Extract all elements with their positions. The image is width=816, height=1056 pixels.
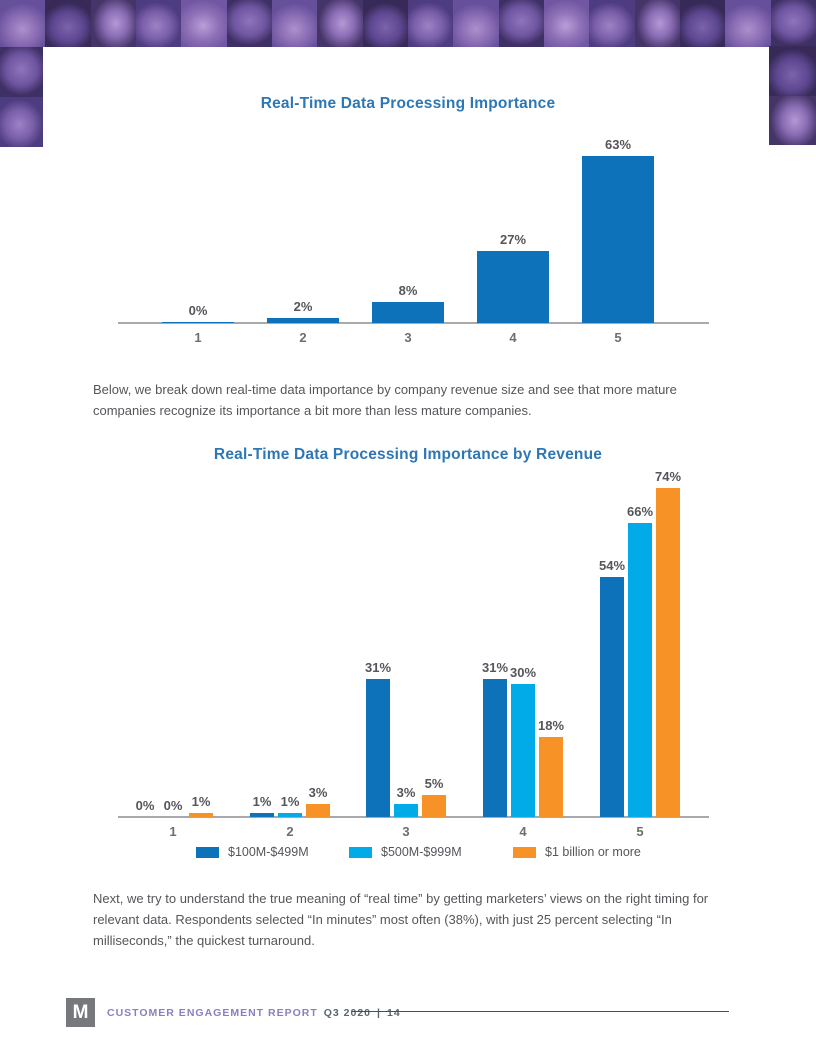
bar-value-label: 63% bbox=[604, 137, 632, 153]
footer-edition: Q3 2020 bbox=[323, 1007, 372, 1019]
x-axis-tick-label: 2 bbox=[299, 330, 307, 345]
bar bbox=[250, 812, 274, 817]
x-axis-tick-label: 1 bbox=[194, 330, 202, 345]
body-paragraph-after-charts: Next, we try to understand the true mean… bbox=[93, 891, 709, 948]
bar-value-label: 30% bbox=[509, 664, 537, 680]
bar-value-label: 66% bbox=[626, 504, 654, 520]
legend-label: $100M-$499M bbox=[228, 845, 309, 859]
bar-value-label: 31% bbox=[481, 660, 509, 676]
x-axis-tick-label: 5 bbox=[614, 330, 622, 345]
footer-report-title: CUSTOMER ENGAGEMENT REPORT bbox=[107, 1007, 318, 1019]
brand-logo: M bbox=[66, 998, 95, 1027]
bar bbox=[477, 251, 549, 323]
x-axis-tick-label: 4 bbox=[519, 824, 527, 839]
face-photo bbox=[498, 0, 544, 47]
face-photo bbox=[317, 0, 363, 47]
bar-value-label: 5% bbox=[424, 775, 444, 791]
bar-value-label: 0% bbox=[188, 302, 208, 318]
footer-separator: | bbox=[377, 1007, 381, 1019]
bar bbox=[422, 794, 446, 817]
legend-label: $500M-$999M bbox=[381, 845, 462, 859]
photo-collage-top bbox=[0, 0, 816, 47]
bar bbox=[600, 576, 624, 817]
face-photo bbox=[0, 0, 46, 47]
bar bbox=[306, 803, 330, 817]
face-photo bbox=[453, 0, 499, 47]
bar-value-label: 1% bbox=[280, 793, 300, 809]
face-photo bbox=[0, 47, 43, 97]
face-photo bbox=[589, 0, 635, 47]
x-axis-tick-label: 2 bbox=[286, 824, 294, 839]
face-photo bbox=[0, 97, 43, 147]
bar-value-label: 3% bbox=[308, 784, 328, 800]
legend-item: $500M-$999M bbox=[349, 845, 462, 859]
legend-label: $1 billion or more bbox=[545, 845, 641, 859]
face-photo bbox=[135, 0, 182, 47]
bar bbox=[656, 487, 680, 817]
face-photo bbox=[362, 0, 408, 47]
face-photo bbox=[45, 0, 91, 47]
bar bbox=[366, 679, 390, 817]
x-axis-tick-label: 3 bbox=[402, 824, 410, 839]
bar-value-label: 8% bbox=[398, 282, 418, 298]
face-photo bbox=[769, 46, 816, 96]
bar-value-label: 0% bbox=[135, 798, 155, 813]
legend-swatch bbox=[513, 846, 536, 858]
bar-value-label: 1% bbox=[191, 793, 211, 809]
face-photo bbox=[543, 0, 590, 47]
bar-value-label: 31% bbox=[364, 660, 392, 676]
legend-swatch bbox=[196, 846, 219, 858]
face-photo bbox=[679, 0, 726, 47]
bar-value-label: 1% bbox=[252, 793, 272, 809]
bar-value-label: 2% bbox=[293, 298, 313, 314]
photo-collage-left bbox=[0, 47, 43, 147]
x-axis-tick-label: 4 bbox=[509, 330, 517, 345]
x-axis-line bbox=[118, 816, 709, 818]
bar bbox=[483, 679, 507, 817]
face-photo bbox=[634, 0, 680, 47]
bar-value-label: 54% bbox=[598, 557, 626, 573]
face-photo bbox=[271, 0, 318, 47]
face-photo bbox=[407, 0, 454, 47]
bar-value-label: 0% bbox=[163, 798, 183, 813]
x-axis-tick-label: 5 bbox=[636, 824, 644, 839]
chart-title-importance-by-revenue: Real-Time Data Processing Importance by … bbox=[213, 446, 603, 463]
face-photo bbox=[770, 0, 816, 47]
face-photo bbox=[90, 0, 136, 47]
bar bbox=[278, 812, 302, 817]
footer-rule bbox=[352, 1011, 729, 1012]
bar bbox=[372, 301, 444, 323]
bar bbox=[162, 321, 234, 323]
footer-page-number: 14 bbox=[386, 1007, 401, 1019]
bar bbox=[394, 803, 418, 817]
x-axis-line bbox=[118, 322, 709, 324]
bar bbox=[267, 317, 339, 323]
x-axis-tick-label: 3 bbox=[404, 330, 412, 345]
chart-title-importance: Real-Time Data Processing Importance bbox=[260, 95, 556, 112]
face-photo bbox=[725, 0, 771, 47]
bar-value-label: 74% bbox=[654, 468, 682, 484]
bar bbox=[511, 683, 535, 817]
x-axis-tick-label: 1 bbox=[169, 824, 177, 839]
photo-collage-right bbox=[769, 46, 816, 145]
bar-value-label: 18% bbox=[537, 717, 565, 733]
face-photo bbox=[769, 95, 816, 145]
bar bbox=[628, 523, 652, 817]
legend-item: $1 billion or more bbox=[513, 845, 641, 859]
body-paragraph-between-charts: Below, we break down real-time data impo… bbox=[93, 382, 677, 418]
legend-item: $100M-$499M bbox=[196, 845, 309, 859]
face-photo bbox=[181, 0, 227, 47]
bar bbox=[582, 156, 654, 323]
bar bbox=[189, 812, 213, 817]
bar-value-label: 27% bbox=[499, 232, 527, 248]
legend-swatch bbox=[349, 846, 372, 858]
bar-value-label: 3% bbox=[396, 784, 416, 800]
bar bbox=[539, 736, 563, 817]
face-photo bbox=[226, 0, 272, 47]
footer: CUSTOMER ENGAGEMENT REPORT Q3 2020 | 14 bbox=[107, 1006, 401, 1020]
